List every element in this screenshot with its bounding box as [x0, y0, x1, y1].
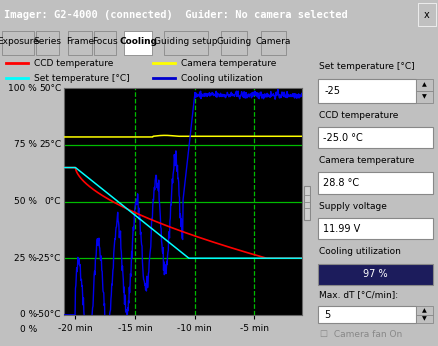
- Text: Cooling utilization: Cooling utilization: [181, 74, 263, 83]
- Text: Camera temperature: Camera temperature: [181, 59, 276, 68]
- Text: Set temperature [°C]: Set temperature [°C]: [34, 74, 129, 83]
- Text: 50 %: 50 %: [14, 197, 37, 206]
- FancyBboxPatch shape: [318, 218, 433, 239]
- FancyBboxPatch shape: [318, 172, 433, 194]
- FancyBboxPatch shape: [221, 31, 247, 55]
- Text: 0 %: 0 %: [20, 310, 37, 319]
- Text: -50°C: -50°C: [36, 310, 61, 319]
- Text: ▲: ▲: [422, 82, 427, 87]
- Text: ▼: ▼: [422, 316, 427, 321]
- FancyBboxPatch shape: [318, 264, 433, 285]
- Text: Imager: G2-4000 (connected)  Guider: No camera selected: Imager: G2-4000 (connected) Guider: No c…: [4, 10, 348, 20]
- FancyBboxPatch shape: [318, 79, 416, 103]
- Text: 0°C: 0°C: [45, 197, 61, 206]
- Text: Max. dT [°C/min]:: Max. dT [°C/min]:: [319, 290, 399, 299]
- Text: Series: Series: [34, 37, 62, 46]
- Text: 28.8 °C: 28.8 °C: [323, 178, 359, 188]
- Text: -25: -25: [325, 85, 340, 95]
- FancyBboxPatch shape: [2, 31, 34, 55]
- FancyBboxPatch shape: [164, 31, 208, 55]
- Text: 100 %: 100 %: [8, 84, 37, 93]
- Text: Camera temperature: Camera temperature: [319, 156, 415, 165]
- Text: 50°C: 50°C: [39, 84, 61, 93]
- Text: 25 %: 25 %: [14, 254, 37, 263]
- Text: Cooling utilization: Cooling utilization: [319, 247, 401, 256]
- Text: Guiding: Guiding: [217, 37, 252, 46]
- Text: ☐  Camera fan On: ☐ Camera fan On: [320, 330, 402, 339]
- Text: x: x: [424, 10, 430, 20]
- FancyBboxPatch shape: [36, 31, 59, 55]
- Text: 75 %: 75 %: [14, 140, 37, 149]
- FancyBboxPatch shape: [416, 307, 433, 315]
- Text: -25.0 °C: -25.0 °C: [323, 133, 363, 143]
- FancyBboxPatch shape: [304, 186, 310, 220]
- FancyBboxPatch shape: [416, 79, 433, 91]
- Text: CCD temperature: CCD temperature: [34, 59, 113, 68]
- Text: 97 %: 97 %: [363, 269, 388, 279]
- FancyBboxPatch shape: [318, 127, 433, 148]
- Text: Cooling: Cooling: [119, 37, 157, 46]
- Text: CCD temperature: CCD temperature: [319, 111, 399, 120]
- FancyBboxPatch shape: [416, 91, 433, 103]
- FancyBboxPatch shape: [124, 31, 152, 55]
- Text: Set temperature [°C]: Set temperature [°C]: [319, 63, 415, 72]
- Text: Supply voltage: Supply voltage: [319, 202, 387, 211]
- Text: Frame: Frame: [66, 37, 94, 46]
- Text: ▼: ▼: [422, 94, 427, 99]
- FancyBboxPatch shape: [416, 315, 433, 322]
- Text: ▲: ▲: [422, 308, 427, 313]
- FancyBboxPatch shape: [318, 307, 416, 322]
- Text: Guiding setup: Guiding setup: [155, 37, 218, 46]
- Text: Exposure: Exposure: [0, 37, 39, 46]
- Text: Focus: Focus: [92, 37, 118, 46]
- Text: 5: 5: [325, 310, 331, 319]
- FancyBboxPatch shape: [418, 3, 436, 27]
- FancyBboxPatch shape: [68, 31, 92, 55]
- Text: -25°C: -25°C: [36, 254, 61, 263]
- Text: 0 %: 0 %: [20, 325, 37, 334]
- FancyBboxPatch shape: [94, 31, 116, 55]
- Text: 25°C: 25°C: [39, 140, 61, 149]
- Text: 11.99 V: 11.99 V: [323, 224, 360, 234]
- Text: Camera: Camera: [256, 37, 291, 46]
- FancyBboxPatch shape: [261, 31, 286, 55]
